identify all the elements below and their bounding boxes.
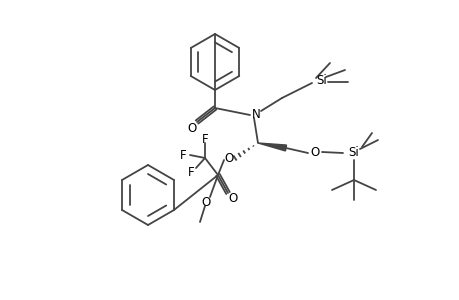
Text: Si: Si — [348, 146, 358, 158]
Text: F: F — [179, 148, 186, 161]
Text: F: F — [187, 166, 194, 178]
Text: O: O — [187, 122, 196, 134]
Text: O: O — [310, 146, 319, 158]
Polygon shape — [257, 143, 286, 151]
Text: Si: Si — [316, 74, 327, 86]
Text: N: N — [251, 107, 260, 121]
Text: O: O — [228, 191, 237, 205]
Text: O: O — [201, 196, 210, 209]
Text: O: O — [224, 152, 233, 164]
Text: F: F — [201, 133, 208, 146]
